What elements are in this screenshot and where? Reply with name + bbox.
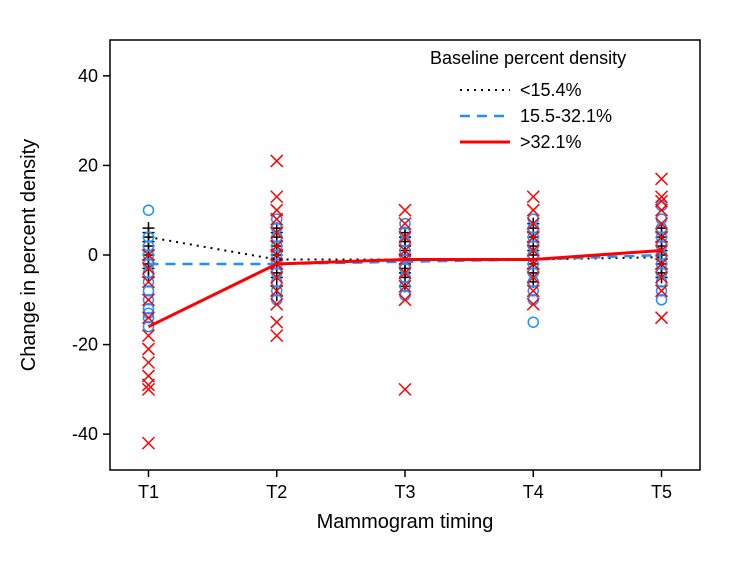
series-high-scatter [142,155,667,449]
chart-svg: -40 -20 0 20 40 T1 T2 T3 T4 T5 Change in percent d… [0,0,750,567]
x-axis-label: Mammogram timing [317,511,494,533]
legend-label: >32.1% [520,132,582,152]
legend-label: <15.4% [520,80,582,100]
y-tick-label: -40 [72,424,98,444]
plot-content [142,155,667,449]
x-tick-label: T3 [394,482,415,502]
y-tick-label: 20 [78,155,98,175]
legend-label: 15.5-32.1% [520,106,612,126]
x-tick-label: T1 [138,482,159,502]
x-tick-label: T4 [523,482,544,502]
legend-title: Baseline percent density [430,48,626,68]
y-tick-label: 0 [88,245,98,265]
x-tick-label: T5 [651,482,672,502]
x-tick-label: T2 [266,482,287,502]
y-tick-label: -20 [72,335,98,355]
y-tick-label: 40 [78,66,98,86]
legend: Baseline percent density <15.4% 15.5-32.1%… [430,48,626,152]
y-axis-label: Change in percent density [18,139,40,371]
chart-container: -40 -20 0 20 40 T1 T2 T3 T4 T5 Change in percent d… [0,0,750,567]
